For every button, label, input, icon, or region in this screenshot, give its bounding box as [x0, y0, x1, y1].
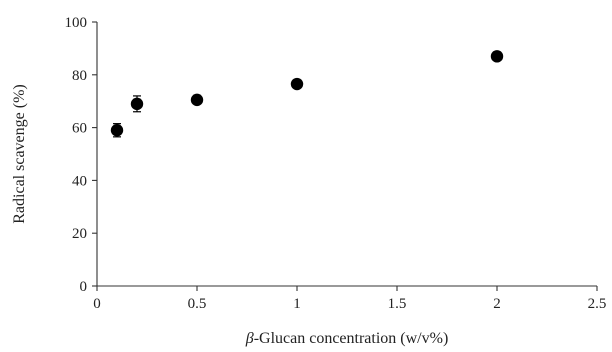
data-point	[290, 77, 304, 91]
x-axis-label-text: -Glucan concentration (w/v%)	[254, 330, 449, 347]
x-axis-label: β-Glucan concentration (w/v%)	[245, 330, 449, 347]
y-tick-label: 60	[72, 121, 87, 137]
axes	[96, 22, 597, 287]
x-tick-label: 1.5	[388, 296, 407, 312]
data-point	[130, 97, 144, 111]
y-tick-label: 0	[80, 279, 88, 295]
y-tick-label: 20	[72, 226, 87, 242]
data-point	[190, 93, 204, 107]
x-axis-label-symbol: β	[245, 330, 254, 347]
x-tick-label: 0	[93, 296, 101, 312]
ticks: 0 20 40 60 80 100 0 0.5 1 1.5 2 2.5	[65, 15, 607, 312]
y-axis-label: Radical scavenge (%)	[11, 84, 28, 223]
data-point	[490, 50, 504, 63]
y-tick-label: 100	[65, 15, 88, 31]
x-tick-label: 2	[493, 296, 501, 312]
x-tick-label: 2.5	[588, 296, 607, 312]
y-tick-label: 80	[72, 68, 87, 84]
x-tick-label: 0.5	[188, 296, 207, 312]
data-points	[110, 50, 504, 138]
y-tick-label: 40	[72, 173, 87, 189]
x-tick-label: 1	[293, 296, 301, 312]
data-point	[110, 124, 124, 137]
